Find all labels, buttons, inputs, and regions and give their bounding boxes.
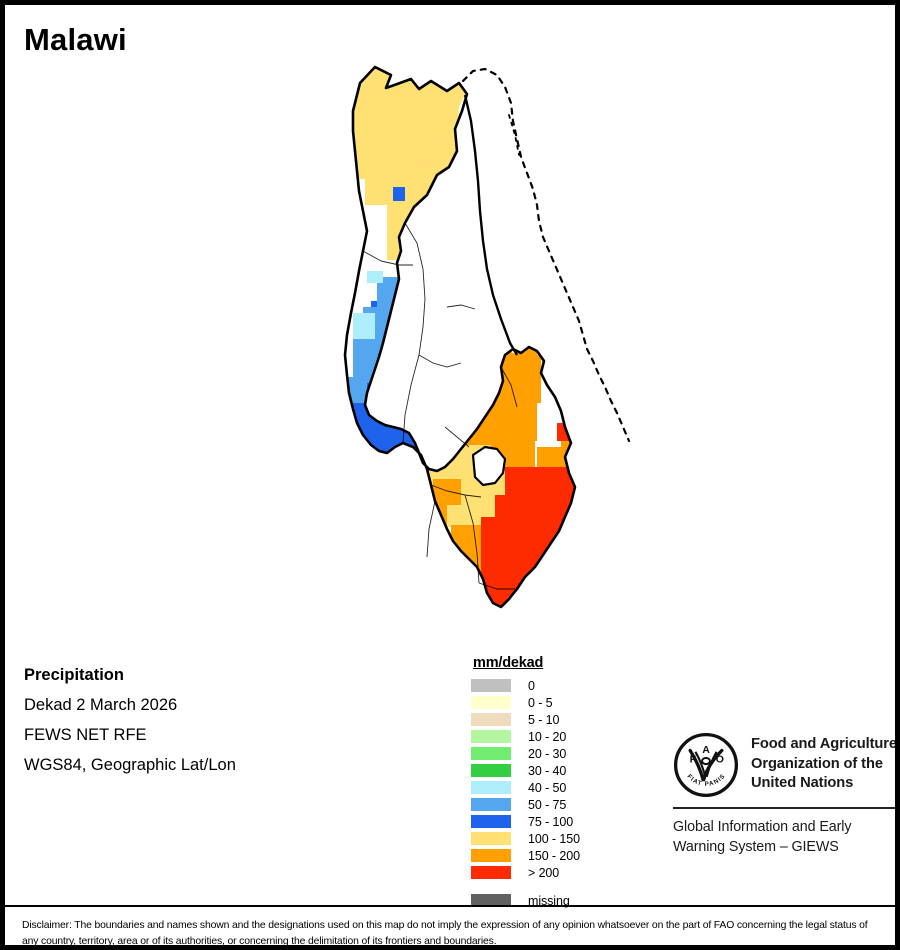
choropleth-map xyxy=(305,55,635,625)
disclaimer-divider xyxy=(5,905,895,907)
legend-item-0: 0 xyxy=(471,677,611,694)
legend-item-11: > 200 xyxy=(471,864,611,881)
legend-item-8: 75 - 100 xyxy=(471,813,611,830)
fao-org-line2: Organization of the xyxy=(751,755,883,772)
legend-item-missing: missing xyxy=(471,892,611,909)
legend-swatch-10 xyxy=(471,849,511,862)
legend-label-10: 150 - 200 xyxy=(528,848,580,863)
info-period: Dekad 2 March 2026 xyxy=(24,696,178,714)
legend-label-3: 10 - 20 xyxy=(528,729,567,744)
map-legend: mm/dekad 0 0 - 5 5 - 10 10 - 20 20 - 30 … xyxy=(471,655,611,909)
giews-unit-name: Global Information and Early Warning Sys… xyxy=(673,818,895,857)
legend-swatch-2 xyxy=(471,713,511,726)
legend-swatch-3 xyxy=(471,730,511,743)
national-boundary xyxy=(343,65,577,609)
fao-branding: F A O FIAT PANIS Food and Agriculture Or… xyxy=(673,732,897,857)
legend-swatch-11 xyxy=(471,866,511,879)
legend-label-2: 5 - 10 xyxy=(528,712,560,727)
legend-item-6: 40 - 50 xyxy=(471,779,611,796)
legend-item-7: 50 - 75 xyxy=(471,796,611,813)
legend-item-4: 20 - 30 xyxy=(471,745,611,762)
svg-text:A: A xyxy=(702,744,710,756)
legend-label-8: 75 - 100 xyxy=(528,814,574,829)
legend-swatch-9 xyxy=(471,832,511,845)
map-svg xyxy=(305,55,635,625)
legend-label-5: 30 - 40 xyxy=(528,763,567,778)
fao-organization-name: Food and Agriculture Organization of the… xyxy=(751,732,897,794)
map-info-block: Precipitation Dekad 2 March 2026 FEWS NE… xyxy=(24,660,354,780)
legend-item-1: 0 - 5 xyxy=(471,694,611,711)
lake-malawi-water xyxy=(443,95,517,485)
svg-text:F: F xyxy=(690,753,697,765)
fao-logo-icon: F A O FIAT PANIS xyxy=(673,732,739,798)
legend-label-11: > 200 xyxy=(528,865,560,880)
legend-swatch-6 xyxy=(471,781,511,794)
legend-item-9: 100 - 150 xyxy=(471,830,611,847)
international-lake-boundary-dashed xyxy=(461,67,631,443)
lake-inlet-boundary xyxy=(471,445,507,487)
legend-label-0: 0 xyxy=(528,678,535,693)
lakeshore-boundary xyxy=(463,94,519,356)
lake-boundary-detail xyxy=(508,114,520,156)
legend-swatch-0 xyxy=(471,679,511,692)
district-boundaries xyxy=(362,222,518,590)
legend-swatch-4 xyxy=(471,747,511,760)
legend-swatch-1 xyxy=(471,696,511,709)
legend-label-7: 50 - 75 xyxy=(528,797,567,812)
info-variable: Precipitation xyxy=(24,666,124,684)
svg-text:O: O xyxy=(716,753,724,765)
legend-item-2: 5 - 10 xyxy=(471,711,611,728)
legend-swatch-5 xyxy=(471,764,511,777)
legend-item-10: 150 - 200 xyxy=(471,847,611,864)
legend-label-9: 100 - 150 xyxy=(528,831,580,846)
legend-swatch-8 xyxy=(471,815,511,828)
legend-item-3: 10 - 20 xyxy=(471,728,611,745)
disclaimer-text: Disclaimer: The boundaries and names sho… xyxy=(22,920,868,947)
fao-org-line3: United Nations xyxy=(751,775,854,791)
legend-title: mm/dekad xyxy=(473,655,544,671)
legend-swatch-missing xyxy=(471,894,511,907)
info-projection: WGS84, Geographic Lat/Lon xyxy=(24,756,236,774)
page-title: Malawi xyxy=(24,22,127,57)
legend-swatch-7 xyxy=(471,798,511,811)
fao-org-line1: Food and Agriculture xyxy=(751,736,897,752)
legend-label-missing: missing xyxy=(528,893,570,908)
giews-line1: Global Information and Early xyxy=(673,819,852,835)
legend-label-1: 0 - 5 xyxy=(528,695,553,710)
fao-divider xyxy=(673,807,895,809)
giews-line2: Warning System – GIEWS xyxy=(673,838,839,855)
info-source: FEWS NET RFE xyxy=(24,726,147,744)
legend-label-6: 40 - 50 xyxy=(528,780,567,795)
legend-label-4: 20 - 30 xyxy=(528,746,567,761)
legend-item-5: 30 - 40 xyxy=(471,762,611,779)
